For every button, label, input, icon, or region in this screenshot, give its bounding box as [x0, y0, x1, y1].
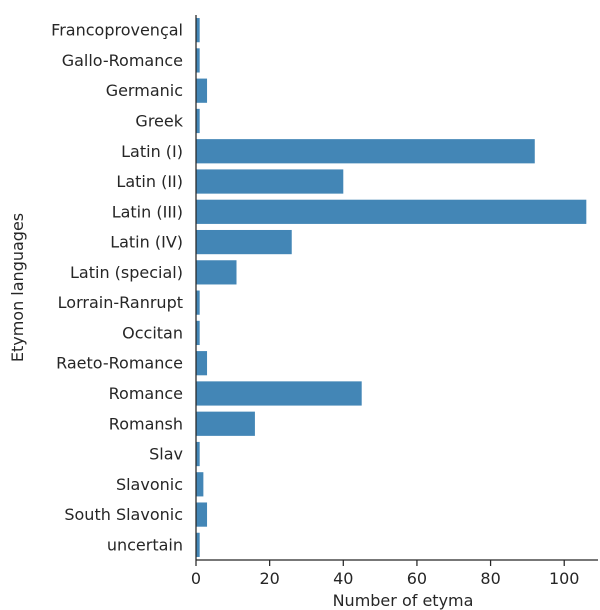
bar-gallo-romance — [196, 48, 200, 73]
y-tick-label-latin-ii: Latin (II) — [116, 172, 183, 191]
bar-latin-ii — [196, 169, 344, 194]
x-ticks: 0 20 40 60 80 100 — [191, 560, 580, 588]
y-tick-label-latin-iii: Latin (III) — [112, 202, 183, 221]
bar-lorrain-ranrupt — [196, 290, 200, 315]
y-tick-label-francoproven-al: Francoprovençal — [51, 21, 183, 40]
x-tick-label-20: 20 — [259, 569, 279, 588]
bar-latin-iv — [196, 229, 292, 255]
bar-latin-iii — [196, 199, 587, 224]
bar-occitan — [196, 320, 200, 346]
bar-romance — [196, 381, 362, 406]
y-tick-label-slav: Slav — [149, 445, 183, 464]
x-tick-label-60: 60 — [407, 569, 427, 588]
y-tick-label-greek: Greek — [135, 111, 183, 130]
y-tick-labels: Francoprovençal Gallo-Romance Germanic Gree… — [51, 21, 184, 555]
y-tick-label-occitan: Occitan — [122, 323, 183, 342]
bar-raeto-romance — [196, 351, 208, 376]
bar-uncertain — [196, 532, 200, 557]
bar-francoproven-al — [196, 18, 200, 43]
bars-group — [196, 18, 587, 557]
x-tick-label-0: 0 — [191, 569, 201, 588]
y-axis-label: Etymon languages — [8, 213, 27, 362]
y-tick-label-latin-iv: Latin (IV) — [110, 233, 183, 252]
y-tick-label-lorrain-ranrupt: Lorrain-Ranrupt — [58, 293, 183, 312]
x-tick-label-80: 80 — [480, 569, 500, 588]
y-tick-label-uncertain: uncertain — [107, 535, 183, 554]
bar-greek — [196, 108, 200, 134]
x-tick-label-40: 40 — [333, 569, 353, 588]
bar-slav — [196, 441, 200, 467]
y-tick-label-germanic: Germanic — [106, 81, 183, 100]
bar-latin-special — [196, 260, 237, 285]
x-axis-label: Number of etyma — [333, 591, 474, 610]
bar-germanic — [196, 78, 208, 103]
bar-latin-i — [196, 139, 535, 164]
y-tick-label-latin-i: Latin (I) — [121, 142, 183, 161]
y-tick-label-latin-special: Latin (special) — [70, 263, 183, 282]
bar-romansh — [196, 411, 255, 436]
y-tick-label-gallo-romance: Gallo-Romance — [62, 51, 183, 70]
y-tick-label-romance: Romance — [109, 384, 183, 403]
y-tick-label-south-slavonic: South Slavonic — [64, 505, 183, 524]
y-tick-label-romansh: Romansh — [109, 414, 183, 433]
bar-slavonic — [196, 472, 204, 497]
x-tick-label-100: 100 — [549, 569, 580, 588]
bar-south-slavonic — [196, 502, 208, 527]
y-tick-label-slavonic: Slavonic — [116, 475, 183, 494]
y-tick-label-raeto-romance: Raeto-Romance — [56, 354, 183, 373]
